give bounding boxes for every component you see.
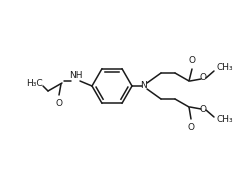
Text: O: O: [189, 56, 196, 65]
Text: O: O: [200, 74, 206, 82]
Text: O: O: [188, 123, 195, 132]
Text: O: O: [200, 106, 206, 115]
Text: N: N: [141, 82, 147, 90]
Text: H₃C: H₃C: [26, 78, 42, 88]
Text: CH₃: CH₃: [217, 115, 233, 124]
Text: O: O: [55, 99, 63, 108]
Text: NH: NH: [69, 71, 83, 80]
Text: CH₃: CH₃: [217, 63, 233, 73]
